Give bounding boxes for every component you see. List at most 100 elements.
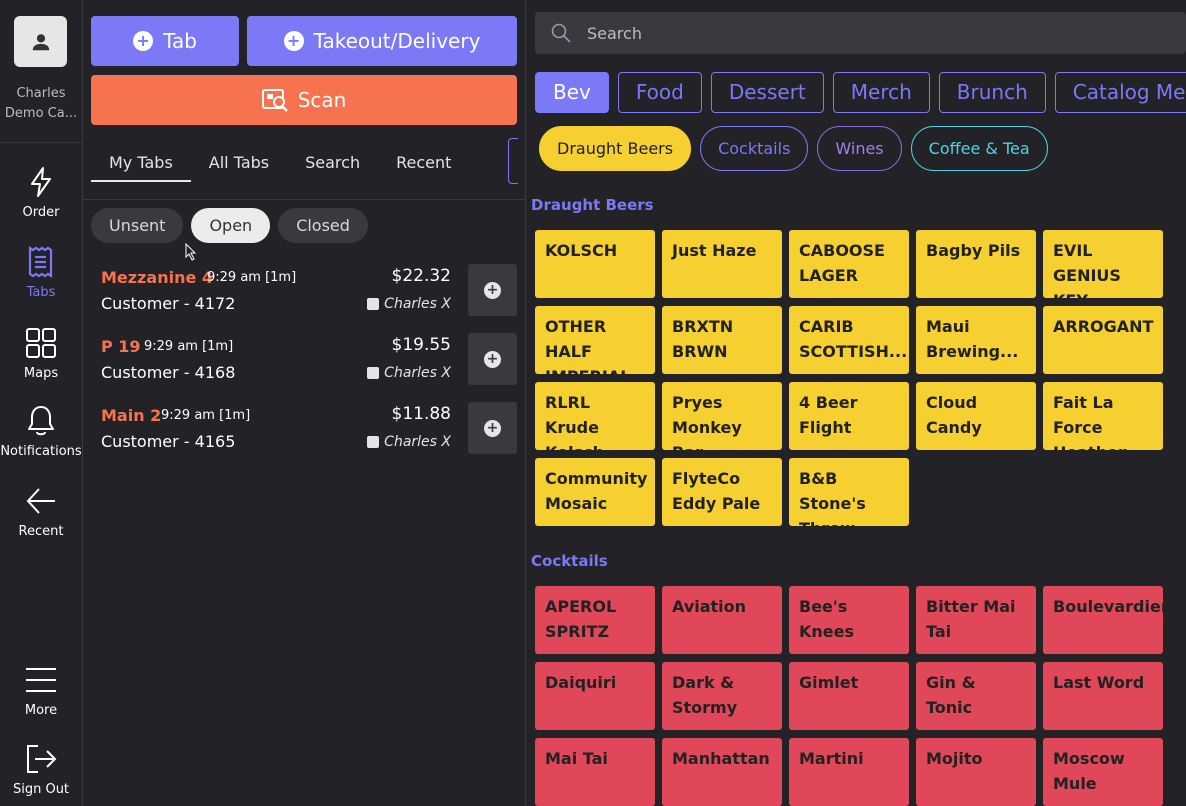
tab-time: 9:29 am [1m]: [207, 270, 297, 285]
menu-item[interactable]: Boulevardier: [1043, 586, 1163, 654]
nav-tabs-label: Tabs: [26, 285, 56, 300]
new-tab-label: Tab: [163, 29, 197, 53]
tab-add-item-button[interactable]: +: [468, 333, 517, 385]
scan-button[interactable]: Scan: [91, 75, 517, 125]
tab-row[interactable]: P 19 9:29 am [1m] Customer - 4168 $19.55…: [83, 333, 526, 397]
plus-icon: +: [484, 419, 501, 437]
menu-item[interactable]: B&B Stone's Throw: [789, 458, 909, 526]
menu-item[interactable]: Gin & Tonic: [916, 662, 1036, 730]
category-merch[interactable]: Merch: [832, 72, 930, 113]
menu-panel: Search Bev Food Dessert Merch Brunch Cat…: [527, 0, 1186, 806]
tab-server: Charles X: [367, 365, 451, 381]
menu-item[interactable]: Fait La Force Heathen: [1043, 382, 1163, 450]
user-avatar[interactable]: [14, 16, 67, 67]
menu-item[interactable]: Bitter Mai Tai: [916, 586, 1036, 654]
filter-open[interactable]: Open: [191, 208, 271, 243]
menu-item[interactable]: Just Haze: [662, 230, 782, 298]
menu-item[interactable]: Martini: [789, 738, 909, 806]
tab-customer: Customer - 4165: [101, 432, 236, 451]
subtab-overflow-edge[interactable]: [508, 138, 518, 184]
scan-icon: [261, 89, 288, 112]
sign-out-icon: [27, 745, 57, 773]
menu-item[interactable]: Mai Tai: [535, 738, 655, 806]
menu-item[interactable]: BRXTN BRWN: [662, 306, 782, 374]
tab-server: Charles X: [367, 434, 451, 450]
nav-sign-out[interactable]: Sign Out: [0, 742, 82, 797]
menu-item[interactable]: OTHER HALF IMPERIAL...: [535, 306, 655, 374]
menu-item[interactable]: CABOOSE LAGER: [789, 230, 909, 298]
menu-item[interactable]: Maui Brewing...: [916, 306, 1036, 374]
menu-item[interactable]: Daiquiri: [535, 662, 655, 730]
subcategory-draught-beers[interactable]: Draught Beers: [539, 126, 692, 171]
tab-location: Mezzanine 4: [101, 268, 214, 287]
menu-item[interactable]: Community Mosaic: [535, 458, 655, 526]
cocktails-grid: APEROL SPRITZ Aviation Bee's Knees Bitte…: [535, 586, 1163, 806]
server-badge-icon: [367, 367, 380, 379]
menu-item[interactable]: Pryes Monkey Bar: [662, 382, 782, 450]
hamburger-icon: [26, 668, 56, 692]
menu-item[interactable]: Moscow Mule: [1043, 738, 1163, 806]
nav-more[interactable]: More: [0, 663, 82, 718]
nav-maps[interactable]: Maps: [0, 326, 82, 381]
subtab-recent[interactable]: Recent: [396, 153, 452, 172]
nav-tabs[interactable]: Tabs: [0, 245, 82, 300]
status-filters: Unsent Open Closed: [91, 208, 368, 243]
nav-recent[interactable]: Recent: [0, 484, 82, 539]
takeout-delivery-button[interactable]: + Takeout/Delivery: [247, 16, 517, 66]
menu-item[interactable]: Mojito: [916, 738, 1036, 806]
menu-item[interactable]: Aviation: [662, 586, 782, 654]
new-tab-button[interactable]: + Tab: [91, 16, 239, 66]
menu-item[interactable]: RLRL Krude Kolsch: [535, 382, 655, 450]
filter-unsent[interactable]: Unsent: [91, 208, 184, 243]
category-food[interactable]: Food: [617, 72, 702, 113]
menu-item[interactable]: FlyteCo Eddy Pale: [662, 458, 782, 526]
menu-item[interactable]: Dark & Stormy: [662, 662, 782, 730]
category-brunch[interactable]: Brunch: [938, 72, 1046, 113]
tab-location: Main 2: [101, 406, 162, 425]
category-dessert[interactable]: Dessert: [710, 72, 824, 113]
tab-row[interactable]: Main 2 9:29 am [1m] Customer - 4165 $11.…: [83, 402, 526, 466]
menu-item[interactable]: APEROL SPRITZ: [535, 586, 655, 654]
mouse-cursor-icon: [185, 243, 197, 261]
tab-add-item-button[interactable]: +: [468, 264, 517, 316]
category-bev[interactable]: Bev: [535, 72, 609, 113]
subtab-all-tabs[interactable]: All Tabs: [208, 153, 270, 172]
menu-item[interactable]: EVIL GENIUS KEY LIME...: [1043, 230, 1163, 298]
tab-customer: Customer - 4172: [101, 294, 236, 313]
user-name-line2: Demo Ca...: [4, 106, 78, 121]
filter-closed[interactable]: Closed: [278, 208, 368, 243]
subcategory-cocktails[interactable]: Cocktails: [700, 126, 809, 171]
nav-more-label: More: [24, 703, 58, 718]
menu-item[interactable]: 4 Beer Flight: [789, 382, 909, 450]
subcategory-wines[interactable]: Wines: [817, 126, 902, 171]
menu-search[interactable]: Search: [535, 12, 1186, 54]
section-title-draught-beers: Draught Beers: [531, 196, 654, 214]
server-badge-icon: [367, 436, 380, 448]
plus-icon: +: [484, 281, 501, 299]
menu-subcategories: Draught Beers Cocktails Wines Coffee & T…: [539, 126, 1048, 171]
menu-item[interactable]: Gimlet: [789, 662, 909, 730]
subtab-my-tabs[interactable]: My Tabs: [91, 148, 191, 182]
menu-item[interactable]: Manhattan: [662, 738, 782, 806]
takeout-delivery-label: Takeout/Delivery: [313, 29, 481, 53]
tab-row[interactable]: Mezzanine 4 9:29 am [1m] Customer - 4172…: [83, 264, 526, 328]
menu-item[interactable]: Bagby Pils: [916, 230, 1036, 298]
tab-amount: $22.32: [391, 266, 451, 286]
menu-item[interactable]: Cloud Candy: [916, 382, 1036, 450]
subcategory-coffee-tea[interactable]: Coffee & Tea: [910, 126, 1048, 171]
search-icon: [551, 23, 571, 43]
category-catalog-menu[interactable]: Catalog Menu: [1054, 72, 1186, 113]
menu-item[interactable]: Last Word: [1043, 662, 1163, 730]
menu-item[interactable]: CARIB SCOTTISH...: [789, 306, 909, 374]
nav-order-label: Order: [22, 205, 60, 220]
nav-maps-label: Maps: [23, 366, 59, 381]
menu-item[interactable]: ARROGANT: [1043, 306, 1163, 374]
menu-item[interactable]: Bee's Knees: [789, 586, 909, 654]
tabs-panel: + Tab + Takeout/Delivery Scan My Tabs Al…: [83, 0, 526, 806]
subtab-search[interactable]: Search: [305, 153, 361, 172]
tab-add-item-button[interactable]: +: [468, 402, 517, 454]
menu-item[interactable]: KOLSCH: [535, 230, 655, 298]
nav-notifications[interactable]: Notifications: [0, 404, 82, 459]
nav-order[interactable]: Order: [0, 165, 82, 220]
